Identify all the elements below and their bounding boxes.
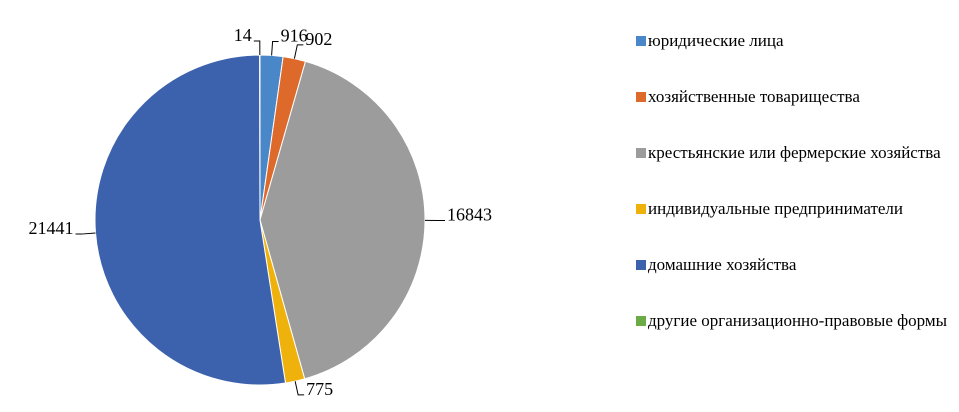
data-label: 21441 (29, 218, 74, 238)
legend-label: юридические лица (648, 31, 784, 50)
leader-line (253, 40, 261, 56)
leader-line (271, 40, 279, 56)
data-label: 16843 (447, 205, 492, 225)
legend-swatch (636, 316, 646, 326)
leader-line (294, 381, 305, 396)
legend-item: индивидуальные предприниматели (632, 198, 952, 254)
legend-swatch (636, 204, 646, 214)
legend-label: индивидуальные предприниматели (648, 199, 903, 218)
legend-swatch (636, 92, 646, 102)
leader-line (75, 232, 96, 235)
legend-swatch (636, 148, 646, 158)
legend-item: крестьянские или фермерские хозяйства (632, 142, 952, 198)
data-label: 14 (234, 25, 252, 45)
pie-slice (259, 60, 426, 380)
legend-item: домашние хозяйства (632, 254, 952, 310)
data-label: 902 (305, 29, 332, 49)
legend-item: другие организационно-правовые формы (632, 310, 952, 366)
legend-label: хозяйственные товарищества (648, 87, 860, 106)
legend-item: хозяйственные товарищества (632, 86, 952, 142)
legend-swatch (636, 36, 646, 46)
pie-slice (94, 54, 287, 386)
legend-label: домашние хозяйства (648, 255, 797, 274)
legend: юридические лица хозяйственные товарищест… (632, 30, 952, 366)
legend-label: крестьянские или фермерские хозяйства (648, 143, 941, 162)
legend-item: юридические лица (632, 30, 952, 86)
leader-line (293, 44, 304, 59)
data-label: 916 (281, 26, 308, 46)
data-label: 775 (306, 379, 333, 399)
legend-swatch (636, 260, 646, 270)
legend-label: другие организационно-правовые формы (648, 311, 948, 330)
